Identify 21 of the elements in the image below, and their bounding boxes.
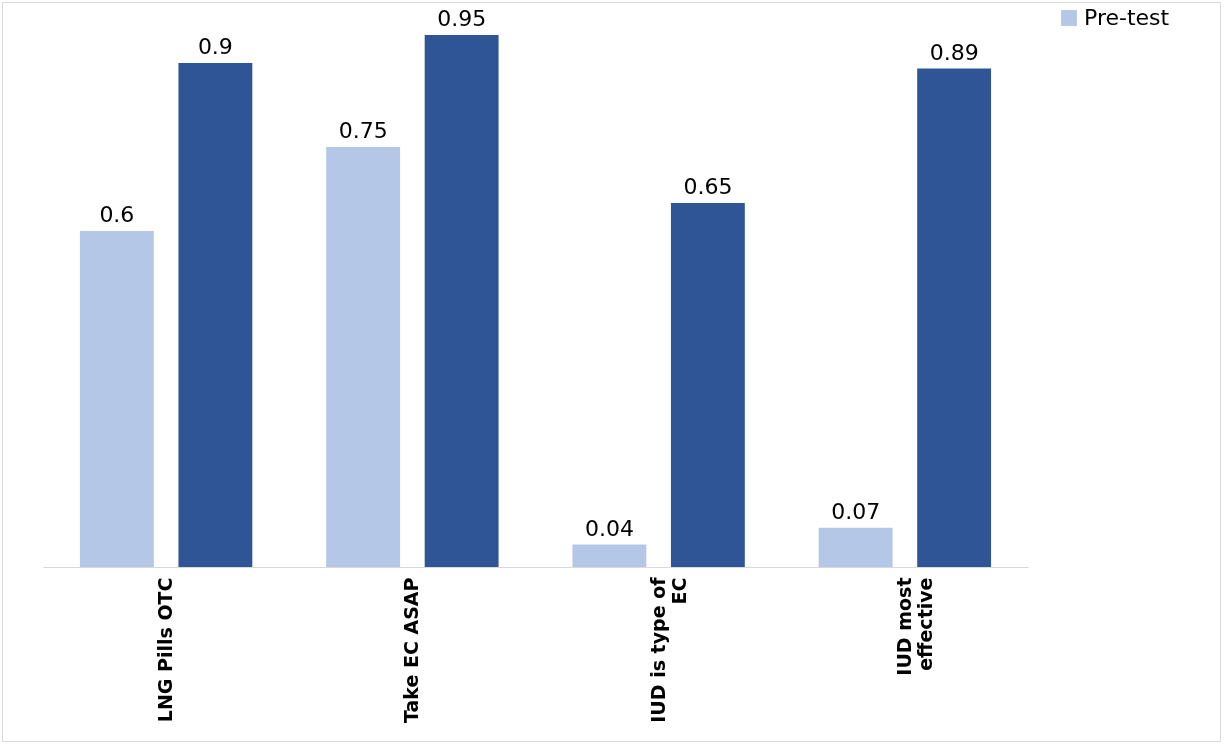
- bar: [917, 68, 992, 567]
- bar: [79, 231, 154, 567]
- data-label: 0.65: [683, 174, 733, 199]
- bar: [670, 203, 745, 567]
- legend-label: Pre-test: [1084, 5, 1170, 30]
- x-tick-label: Take EC ASAP: [400, 577, 423, 724]
- x-tick-label: IUD is type of EC: [646, 576, 690, 723]
- bar: [424, 35, 499, 567]
- x-tick-label: IUD most effective: [892, 577, 936, 676]
- data-label: 0.07: [831, 498, 881, 524]
- bar: [818, 527, 893, 567]
- bar: [572, 544, 647, 567]
- data-label: 0.75: [338, 118, 388, 143]
- data-label: 0.04: [584, 515, 634, 541]
- data-label: 0.89: [929, 39, 979, 65]
- data-label: 0.95: [437, 6, 487, 31]
- x-tick-label: LNG Pills OTC: [154, 577, 177, 723]
- data-label: 0.9: [197, 34, 233, 59]
- bar: [178, 63, 253, 567]
- bar: [326, 147, 401, 567]
- data-label: 0.6: [99, 202, 135, 227]
